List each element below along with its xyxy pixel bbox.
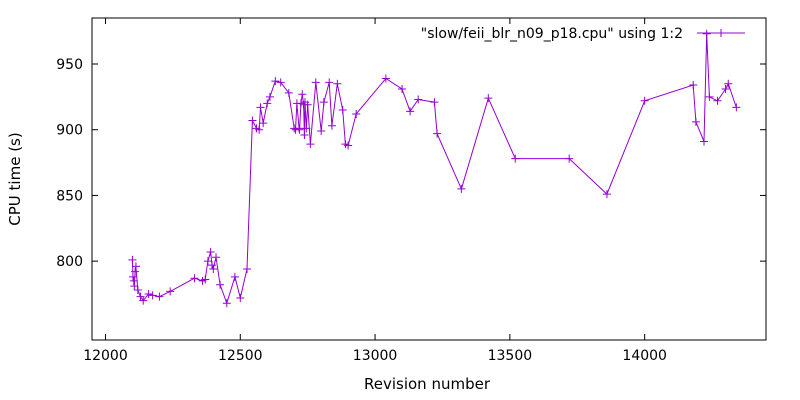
data-point xyxy=(166,287,175,296)
data-point xyxy=(406,107,415,116)
data-point xyxy=(333,79,342,88)
data-point xyxy=(732,103,741,112)
data-point xyxy=(144,290,153,298)
data-point xyxy=(398,84,407,93)
data-point xyxy=(338,106,347,114)
legend-label: "slow/feii_blr_n09_p18.cpu" using 1:2 xyxy=(421,26,683,42)
data-point xyxy=(302,124,311,133)
data-point xyxy=(414,95,423,104)
data-point xyxy=(300,130,309,139)
data-point xyxy=(129,276,138,285)
data-point xyxy=(128,255,137,264)
y-tick-label: 950 xyxy=(56,57,83,73)
y-tick-label: 850 xyxy=(56,188,83,204)
y-tick-label: 800 xyxy=(56,254,83,270)
data-point xyxy=(691,117,700,126)
data-point xyxy=(130,282,139,291)
data-point xyxy=(344,141,353,150)
data-point xyxy=(131,262,140,271)
data-point xyxy=(352,109,361,118)
data-point xyxy=(128,272,137,281)
x-tick-label: 12500 xyxy=(218,348,263,364)
legend: "slow/feii_blr_n09_p18.cpu" using 1:2 xyxy=(421,26,745,42)
data-point xyxy=(243,265,252,274)
x-tick-label: 13000 xyxy=(353,348,398,364)
data-point xyxy=(207,261,216,270)
data-point xyxy=(705,92,714,101)
data-point xyxy=(276,78,285,87)
data-point xyxy=(259,119,268,128)
data-point xyxy=(306,140,315,149)
legend-marker-sample xyxy=(717,29,725,37)
data-point xyxy=(265,92,274,101)
y-axis-ticks: 800 850 900 950 xyxy=(56,57,766,270)
series-layer xyxy=(128,29,741,308)
data-point xyxy=(430,98,439,107)
data-point xyxy=(602,190,611,199)
data-point xyxy=(724,79,733,88)
data-point xyxy=(325,78,334,87)
data-point xyxy=(263,99,272,108)
data-point xyxy=(689,81,698,90)
series-line xyxy=(131,33,737,305)
data-point xyxy=(271,77,280,86)
data-point xyxy=(295,124,304,133)
data-point xyxy=(721,84,730,93)
x-tick-label: 14000 xyxy=(622,348,667,364)
data-point xyxy=(713,96,722,105)
data-point xyxy=(311,78,320,87)
data-point xyxy=(319,98,328,107)
x-tick-label: 12000 xyxy=(83,348,128,364)
legend-marker-plus xyxy=(717,29,725,37)
data-point xyxy=(216,280,225,289)
data-point xyxy=(640,96,649,105)
data-point xyxy=(222,299,231,308)
data-point xyxy=(699,137,708,146)
data-point xyxy=(317,127,326,136)
data-point xyxy=(298,90,307,99)
data-point xyxy=(139,296,148,305)
x-axis-ticks: 12000 12500 13000 13500 14000 xyxy=(83,18,667,364)
data-point xyxy=(457,184,466,193)
data-point xyxy=(295,125,304,134)
data-point xyxy=(484,94,493,103)
data-point xyxy=(256,103,265,112)
plot-frame xyxy=(91,17,767,341)
data-point xyxy=(203,257,212,266)
data-point xyxy=(133,286,142,295)
data-point xyxy=(230,272,239,281)
x-axis-title: Revision number xyxy=(364,375,491,393)
data-point xyxy=(212,253,221,262)
data-point xyxy=(433,129,442,138)
y-tick-label: 900 xyxy=(56,123,83,139)
x-tick-label: 13500 xyxy=(488,348,533,364)
data-point xyxy=(381,74,390,83)
data-point xyxy=(248,116,257,125)
y-axis-title: CPU time (s) xyxy=(6,132,24,225)
data-point xyxy=(565,154,574,163)
data-point xyxy=(303,100,312,109)
data-point xyxy=(209,265,218,274)
data-point xyxy=(236,293,245,302)
data-point xyxy=(284,88,293,97)
data-point xyxy=(702,29,711,38)
data-point xyxy=(206,247,215,256)
data-point xyxy=(131,267,140,276)
data-point xyxy=(148,291,157,300)
data-point xyxy=(155,292,164,301)
data-point xyxy=(190,274,199,283)
data-point xyxy=(255,125,264,134)
data-point xyxy=(201,275,210,284)
data-point xyxy=(327,121,336,130)
data-point xyxy=(511,154,520,163)
